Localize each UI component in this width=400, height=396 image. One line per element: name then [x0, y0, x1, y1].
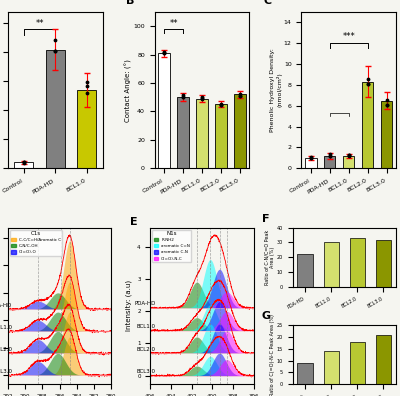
Bar: [324, 242, 339, 287]
Bar: [298, 363, 313, 384]
Point: [326, 151, 333, 158]
Point: [326, 153, 333, 159]
Text: BCL3.0: BCL3.0: [0, 369, 12, 373]
Text: BCL2.0: BCL2.0: [0, 346, 12, 352]
Point: [20, 160, 27, 166]
Text: B: B: [126, 0, 135, 6]
Point: [52, 37, 58, 44]
Bar: [158, 53, 170, 168]
Point: [218, 101, 224, 108]
Bar: [14, 162, 33, 168]
Y-axis label: Contact Angle: (°): Contact Angle: (°): [125, 59, 132, 122]
Bar: [362, 82, 373, 168]
Point: [84, 79, 90, 85]
Point: [84, 89, 90, 96]
Point: [346, 152, 352, 158]
Text: BCL1.0: BCL1.0: [0, 325, 12, 329]
Bar: [305, 158, 316, 168]
Text: PDA-HD: PDA-HD: [134, 301, 156, 307]
Point: [346, 152, 352, 158]
Text: F: F: [262, 214, 269, 224]
Point: [383, 102, 390, 109]
Legend: C-C/C=H/Aromatic C, C-N/C-OH, C(=O)-O: C-C/C=H/Aromatic C, C-N/C-OH, C(=O)-O: [10, 230, 62, 256]
Point: [52, 48, 58, 54]
Y-axis label: Ratio of C(=O)-N-C Peak Area (%): Ratio of C(=O)-N-C Peak Area (%): [270, 314, 276, 396]
Point: [180, 92, 186, 99]
Point: [364, 81, 371, 87]
Point: [84, 83, 90, 89]
Bar: [196, 99, 208, 168]
Bar: [381, 101, 392, 168]
Bar: [350, 238, 365, 287]
Text: **: **: [35, 19, 44, 27]
Point: [180, 94, 186, 101]
Point: [218, 101, 224, 107]
Point: [364, 76, 371, 82]
Legend: R-NH2, aromatic C=N, aromatic C-N, C(=O)-N-C: R-NH2, aromatic C=N, aromatic C-N, C(=O)…: [152, 230, 191, 262]
Bar: [343, 156, 354, 168]
Point: [52, 48, 58, 54]
Point: [161, 50, 167, 56]
Point: [20, 159, 27, 166]
Text: C: C: [264, 0, 272, 6]
Point: [326, 153, 333, 159]
Point: [308, 154, 314, 161]
Text: BCL2.0: BCL2.0: [136, 346, 156, 352]
Point: [237, 91, 243, 97]
Bar: [376, 335, 391, 384]
Bar: [376, 240, 391, 287]
Point: [308, 154, 314, 161]
Point: [199, 95, 205, 101]
Bar: [77, 90, 96, 168]
Point: [364, 81, 371, 87]
Bar: [324, 156, 336, 168]
Point: [218, 101, 224, 108]
Y-axis label: Intensity: (a.u): Intensity: (a.u): [125, 280, 132, 331]
Bar: [324, 351, 339, 384]
Point: [161, 49, 167, 55]
Bar: [46, 50, 65, 168]
Point: [346, 153, 352, 159]
Text: PDA-HD: PDA-HD: [0, 303, 12, 308]
Point: [237, 93, 243, 99]
Point: [308, 155, 314, 161]
Point: [199, 94, 205, 100]
Point: [199, 96, 205, 102]
Bar: [177, 97, 189, 168]
Text: **: **: [169, 19, 178, 28]
Point: [20, 159, 27, 165]
Point: [383, 102, 390, 108]
Bar: [350, 342, 365, 384]
Text: BCL1.0: BCL1.0: [136, 324, 156, 329]
Text: E: E: [130, 217, 137, 227]
Bar: [215, 104, 227, 168]
Text: G: G: [262, 311, 271, 321]
Point: [161, 50, 167, 56]
Y-axis label: Ratio of C-N/C=O Peak
Area (%): Ratio of C-N/C=O Peak Area (%): [265, 230, 276, 285]
Bar: [234, 94, 246, 168]
Point: [237, 93, 243, 99]
Bar: [298, 254, 313, 287]
Text: BCL3.0: BCL3.0: [136, 369, 156, 374]
Point: [180, 94, 186, 101]
Text: ***: ***: [342, 32, 355, 41]
Point: [383, 97, 390, 103]
Y-axis label: Phenolic Hydroxyl Density:
(nmol/cm²): Phenolic Hydroxyl Density: (nmol/cm²): [270, 48, 282, 132]
